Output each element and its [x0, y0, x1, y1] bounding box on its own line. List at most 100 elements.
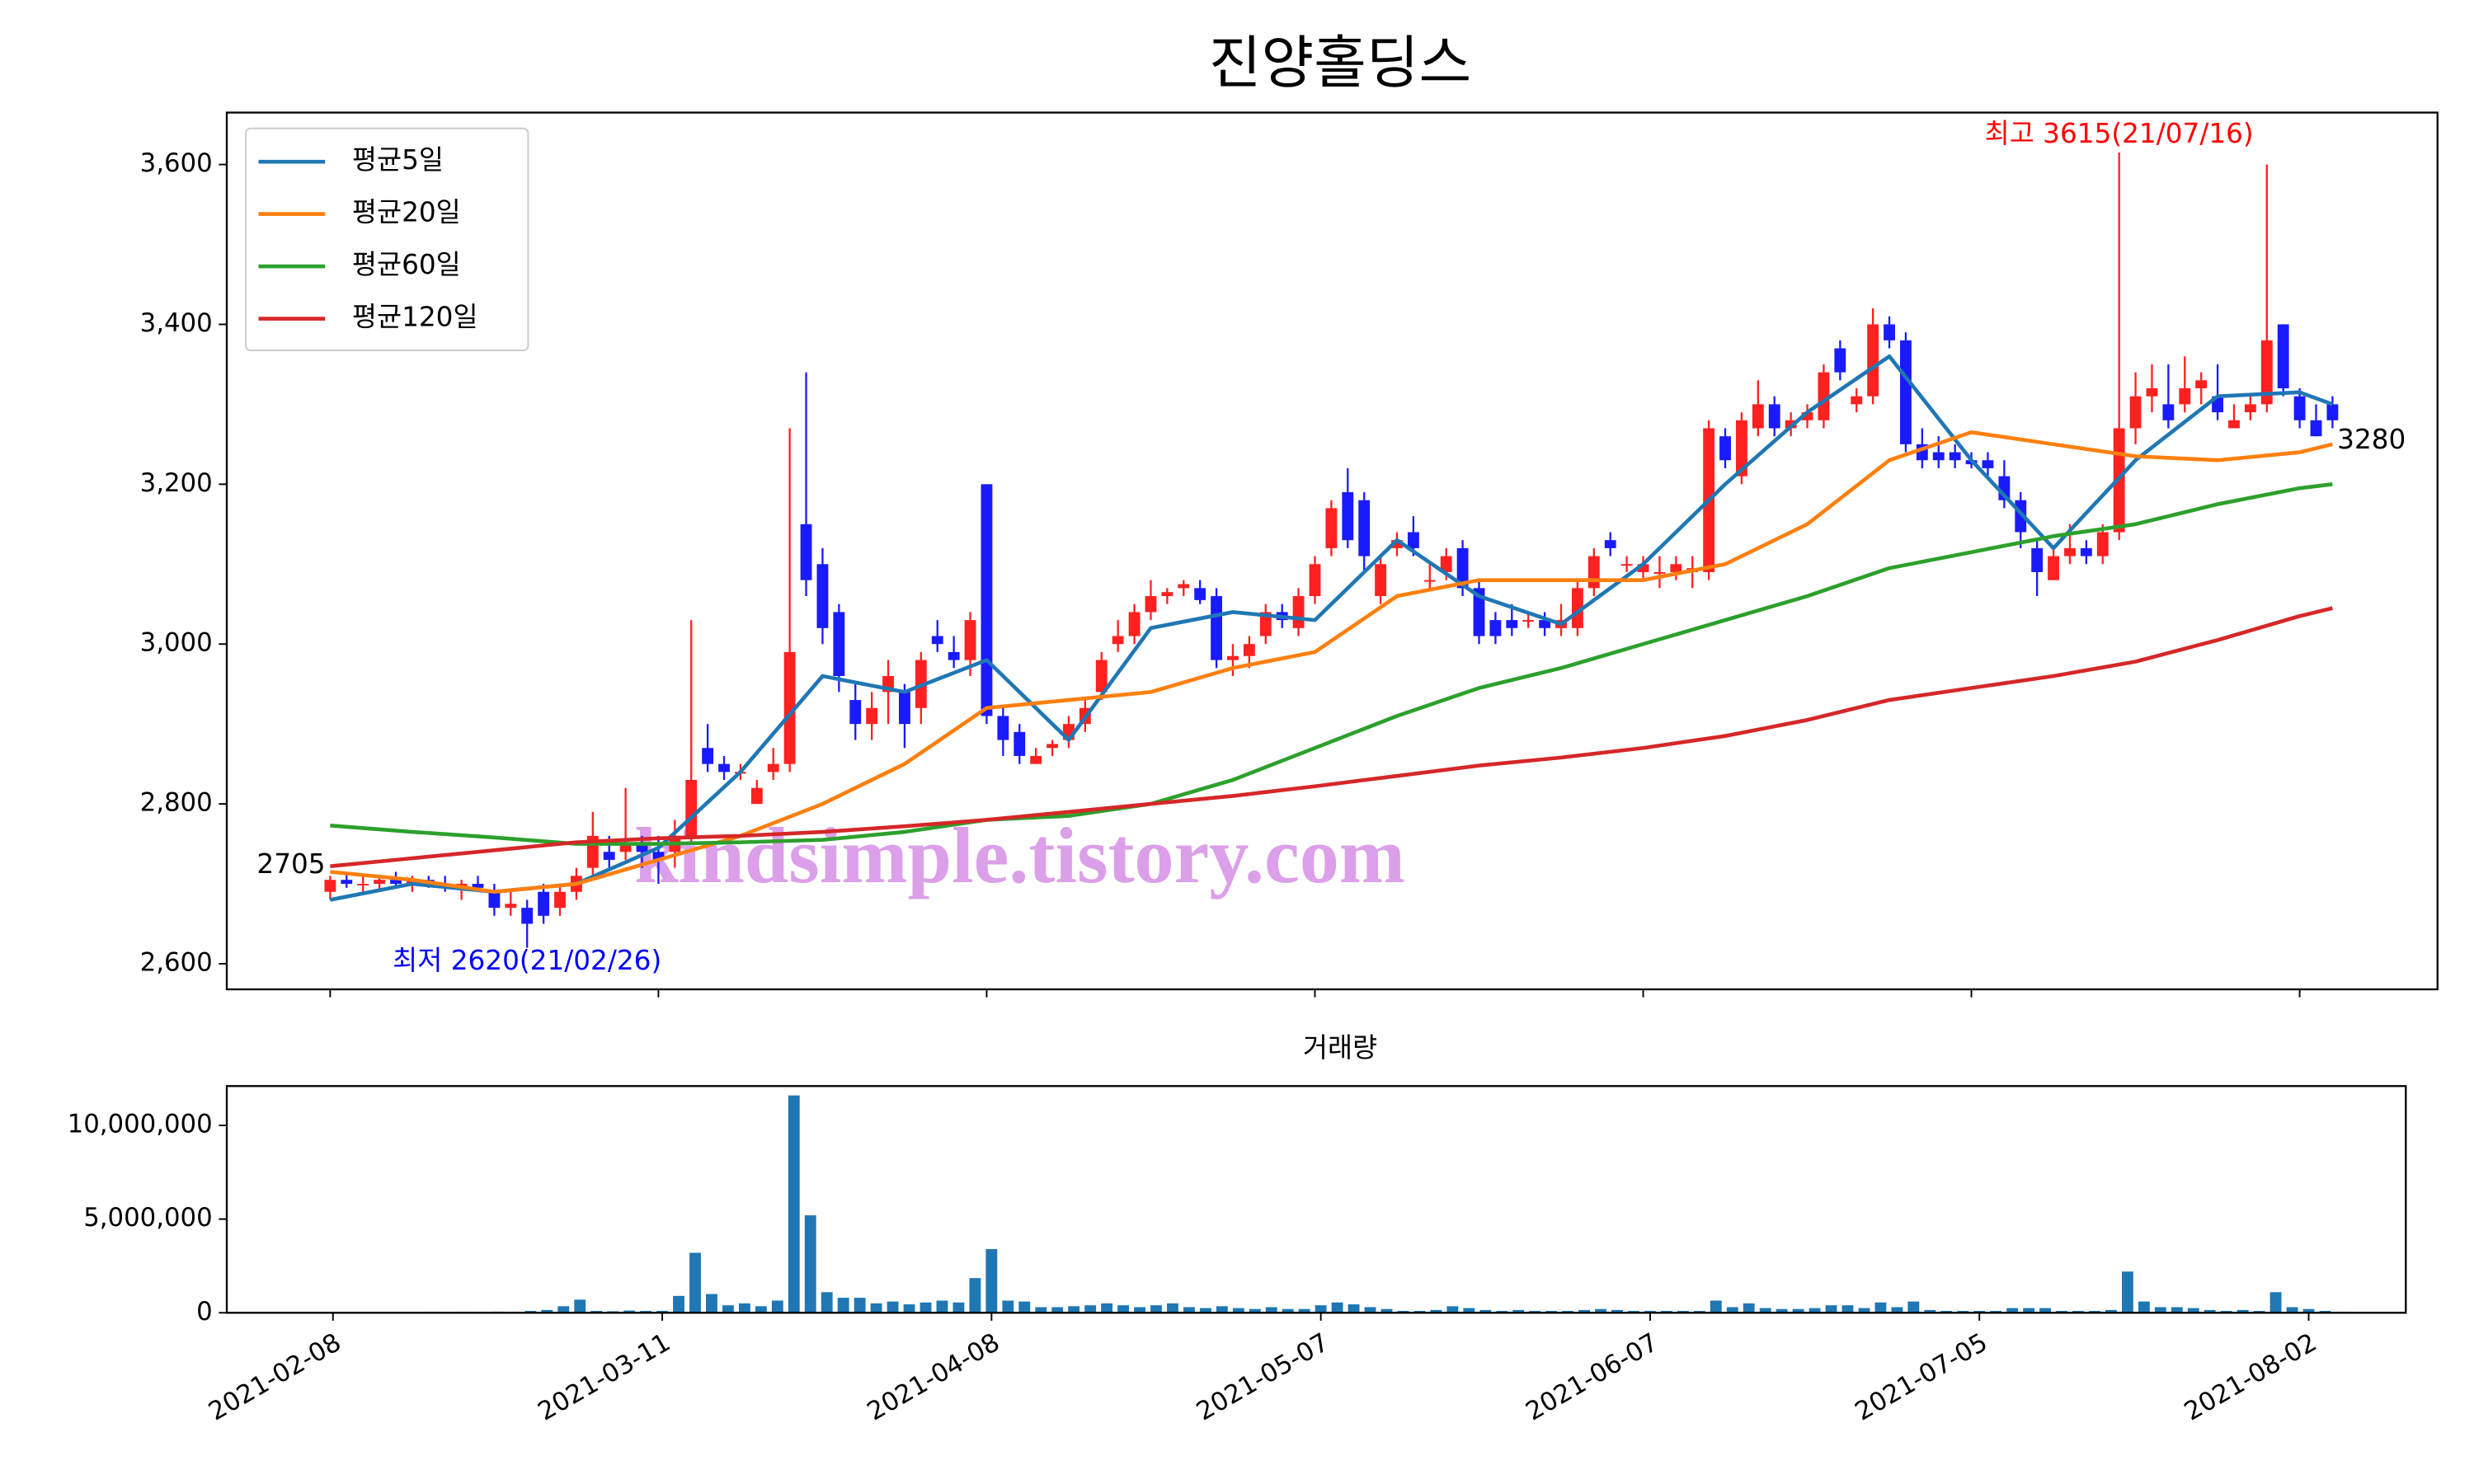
- candle-body: [636, 843, 648, 852]
- candle-body: [341, 880, 353, 885]
- candle-body: [1818, 372, 1830, 420]
- volume-bar: [2154, 1307, 2166, 1313]
- candle-body: [2293, 396, 2306, 420]
- volume-bar: [804, 1215, 816, 1313]
- candle-body: [685, 780, 698, 836]
- volume-bar: [1068, 1306, 1080, 1313]
- candle-body: [931, 636, 943, 645]
- candle-body: [783, 651, 796, 764]
- candle-body: [1440, 556, 1452, 572]
- candle-body: [2277, 324, 2289, 388]
- volume-bar: [1858, 1308, 1870, 1313]
- candle-body: [554, 891, 566, 909]
- legend-label: 평균5일: [352, 144, 444, 176]
- volume-bar: [1595, 1308, 1606, 1313]
- candle-body: [1768, 404, 1780, 429]
- volume-bar: [1331, 1302, 1343, 1313]
- y-tick-label: 3,400: [140, 308, 213, 338]
- y-tick-label: 5,000,000: [83, 1203, 213, 1233]
- legend-box: [245, 127, 529, 351]
- ma-line: [329, 354, 2334, 902]
- volume-bar: [1282, 1308, 1294, 1313]
- volume-bar: [1743, 1303, 1755, 1313]
- volume-bar: [887, 1301, 899, 1313]
- volume-bar: [1298, 1308, 1310, 1313]
- volume-bar: [1183, 1307, 1195, 1313]
- candle-body: [1884, 324, 1895, 340]
- volume-bar: [1430, 1309, 1442, 1313]
- volume-bar: [870, 1303, 882, 1313]
- candle-body: [2326, 404, 2339, 420]
- candle-body: [964, 620, 976, 660]
- candle-body: [1473, 588, 1485, 636]
- candle-body: [1145, 596, 1157, 613]
- candle-body: [1161, 592, 1174, 597]
- candle-body: [1423, 580, 1436, 582]
- volume-bar: [2286, 1307, 2298, 1313]
- volume-bar: [755, 1306, 767, 1313]
- candle-body: [1292, 596, 1305, 628]
- volume-bar: [1348, 1304, 1360, 1313]
- volume-bar: [623, 1310, 636, 1313]
- volume-bar: [1463, 1308, 1475, 1313]
- annotation: 최저 2620(21/02/26): [393, 945, 661, 976]
- candle-body: [1670, 564, 1682, 572]
- plot-frame: [225, 111, 2439, 991]
- candle-body: [2162, 404, 2175, 420]
- candle-body: [866, 707, 878, 725]
- chart-title: 진양홀딩스: [1209, 31, 1471, 96]
- volume-bar: [1315, 1305, 1327, 1313]
- candle-body: [406, 880, 418, 885]
- candle-body: [1900, 340, 1912, 444]
- volume-bar: [541, 1309, 553, 1313]
- candle-body: [1506, 620, 1518, 628]
- candle-body: [750, 787, 763, 805]
- volume-bar: [673, 1295, 684, 1313]
- volume-bar: [1249, 1308, 1261, 1313]
- watermark: kindsimple.tistory.com: [634, 811, 1405, 899]
- candle-body: [1752, 404, 1764, 429]
- candle-body: [505, 904, 517, 909]
- candle-body: [374, 880, 386, 885]
- candle-body: [1867, 324, 1879, 397]
- volume-bar: [706, 1294, 717, 1313]
- candle-body: [997, 716, 1009, 740]
- candle-body: [538, 891, 550, 916]
- candle-body: [1982, 460, 1994, 468]
- candle-body: [1194, 588, 1206, 600]
- volume-bar: [2105, 1309, 2117, 1313]
- candle-body: [1407, 532, 1419, 548]
- volume-bar: [2171, 1307, 2183, 1313]
- legend-label: 평균20일: [352, 197, 461, 228]
- y-tick-label: 2,600: [140, 947, 213, 977]
- volume-bar: [788, 1095, 800, 1313]
- candle-body: [1949, 452, 1961, 461]
- candle-body: [1653, 571, 1666, 574]
- volume-bar: [952, 1302, 965, 1313]
- candle-body: [603, 852, 615, 860]
- candle-body: [2244, 404, 2256, 413]
- candle-body: [2228, 420, 2240, 429]
- candle-body: [1030, 755, 1042, 764]
- candle-body: [1719, 436, 1731, 461]
- candle-body: [1637, 564, 1649, 572]
- candle-body: [849, 700, 862, 725]
- annotation: 3280: [2337, 424, 2406, 455]
- candle-body: [767, 763, 779, 773]
- candle-body: [2260, 340, 2273, 405]
- volume-title: 거래량: [1303, 1032, 1377, 1064]
- candle-body: [718, 763, 730, 773]
- candle-body: [652, 852, 665, 860]
- candle-body: [1834, 348, 1846, 373]
- y-tick-label: 2,800: [140, 788, 213, 818]
- volume-bar: [1167, 1303, 1178, 1313]
- volume-bar: [985, 1249, 998, 1313]
- candle-body: [1259, 612, 1272, 636]
- volume-bar: [1611, 1309, 1623, 1313]
- volume-bar: [821, 1292, 833, 1313]
- volume-bar: [1018, 1301, 1031, 1313]
- candle-body: [1587, 556, 1600, 589]
- volume-bar: [2039, 1308, 2052, 1313]
- candle-body: [1227, 655, 1239, 660]
- candle-body: [1128, 612, 1141, 636]
